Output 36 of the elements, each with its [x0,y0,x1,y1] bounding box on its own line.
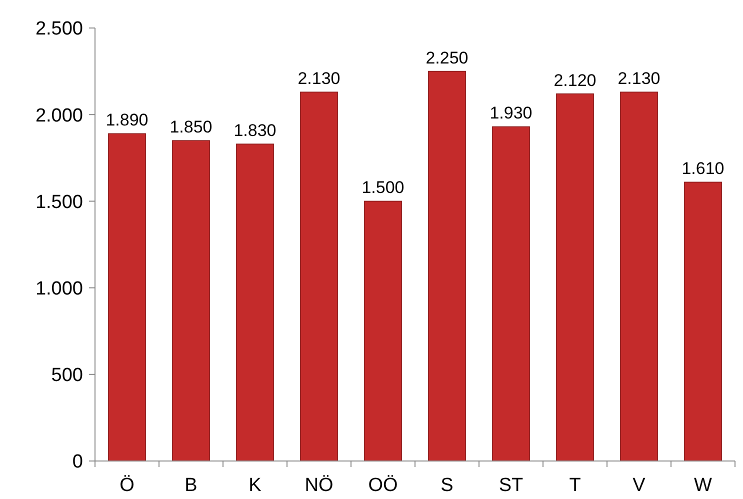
x-tick-label: T [569,475,582,496]
bar [620,92,658,462]
data-label: 1.850 [170,118,212,137]
bar [492,126,530,462]
bar [364,200,402,462]
x-tick-label: OÖ [368,475,398,496]
data-label: 1.930 [490,104,532,123]
x-tick-label: ST [498,475,524,496]
bar [108,133,146,462]
data-label: 1.830 [234,121,276,140]
y-tick-label: 500 [51,365,83,386]
data-label: 2.120 [554,70,596,90]
bar [236,144,274,462]
data-label: 1.500 [362,178,404,198]
data-label: 1.610 [682,159,724,178]
x-tick-label: V [632,475,646,496]
y-tick-label: 2.500 [35,18,83,40]
y-tick-label: 1.500 [35,192,83,213]
bar [684,182,722,462]
data-label: 2.250 [426,48,468,68]
bar [172,140,210,462]
y-tick-label: 1.000 [35,278,83,300]
data-label: 2.130 [298,69,340,88]
data-label: 2.130 [618,69,660,88]
x-tick-label: W [694,475,712,496]
data-label: 1.890 [106,110,148,130]
x-tick-label: K [248,475,262,496]
bar [556,93,594,462]
x-tick-label: NÖ [304,475,334,496]
y-tick-label: 2.000 [35,105,83,126]
bar [300,92,338,462]
x-tick-label: S [440,475,454,496]
y-tick-label: 0 [72,452,83,473]
x-tick-label: B [184,475,198,496]
x-tick-label: Ö [120,475,134,496]
bar [428,70,466,462]
